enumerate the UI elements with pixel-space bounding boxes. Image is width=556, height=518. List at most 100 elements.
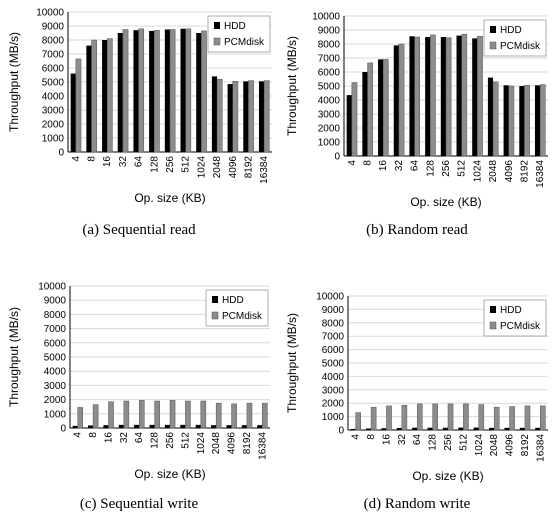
y-tick-label: 10000	[312, 12, 340, 23]
legend-label-hdd: HDD	[222, 295, 244, 306]
y-tick-label: 4000	[44, 367, 67, 378]
x-tick-label: 32	[394, 160, 405, 172]
y-tick-label: 5000	[318, 82, 341, 93]
x-tick-label: 32	[118, 156, 129, 168]
y-tick-label: 9000	[42, 22, 65, 33]
bar-hdd	[102, 40, 108, 152]
bar-pcmdisk	[154, 400, 160, 429]
chart-panel-sequential-write: 0 1000 2000 3000 4000 5000 6000 7000 8000 9000 100…	[0, 272, 278, 481]
legend-swatch-hdd	[212, 296, 218, 303]
bar-hdd	[226, 425, 232, 428]
x-tick-label: 128	[150, 432, 161, 449]
y-tick-label: 9000	[318, 26, 341, 37]
bar-hdd	[257, 425, 263, 428]
bar-hdd	[425, 37, 431, 156]
legend-label-hdd: HDD	[500, 305, 522, 316]
y-tick-label: 3000	[322, 385, 345, 396]
bar-hdd	[258, 81, 265, 152]
y-tick-label: 4000	[322, 372, 345, 383]
bar-hdd	[88, 425, 94, 428]
bar-hdd	[134, 424, 140, 428]
bar-hdd	[227, 84, 233, 152]
bar-hdd	[487, 77, 494, 156]
bar-pcmdisk	[201, 30, 207, 153]
y-tick-label: 8000	[42, 36, 65, 47]
y-tick-label: 2000	[44, 395, 67, 406]
x-tick-label: 256	[441, 160, 452, 177]
bar-hdd	[180, 424, 186, 428]
bar-hdd	[241, 425, 247, 428]
x-tick-label: 512	[181, 156, 192, 173]
bar-hdd	[442, 427, 448, 430]
bar-pcmdisk	[398, 43, 405, 157]
y-tick-label: 7000	[318, 54, 341, 65]
chart-panel-sequential-read: 0 1000 2000 3000 4000 5000 6000 7000 8000 9000 100…	[0, 0, 278, 205]
x-tick-label: 16384	[535, 434, 546, 462]
bar-hdd	[362, 72, 368, 156]
y-tick-label: 10000	[38, 282, 66, 293]
bar-hdd	[503, 85, 509, 156]
legend-swatch-pcmdisk	[211, 311, 219, 320]
bar-hdd	[350, 428, 356, 430]
bar-hdd	[535, 427, 541, 430]
x-tick-label: 64	[134, 432, 145, 444]
chart-panel-random-write: 0 1000 2000 3000 4000 5000 6000 7000 8000 9000 100…	[278, 280, 556, 483]
y-tick-label: 1000	[44, 409, 67, 420]
x-tick-label: 64	[410, 160, 421, 172]
bar-pcmdisk	[246, 402, 253, 429]
x-tick-label: 512	[180, 432, 191, 449]
bar-hdd	[366, 428, 372, 430]
bar-pcmdisk	[509, 406, 515, 431]
bar-hdd	[427, 427, 433, 430]
bar-hdd	[149, 424, 155, 428]
x-tick-label: 4	[71, 156, 82, 162]
y-tick-label: 9000	[44, 296, 67, 307]
x-tick-label: 4096	[505, 434, 516, 457]
x-tick-label: 256	[443, 434, 454, 451]
y-tick-label: 10000	[316, 292, 344, 303]
legend-label-hdd: HDD	[224, 21, 246, 32]
x-tick-label: 4	[347, 160, 358, 166]
bar-hdd	[519, 86, 525, 156]
bar-pcmdisk	[524, 405, 531, 431]
y-tick-label: 7000	[42, 50, 65, 61]
legend-label-pcmdisk: PCMdisk	[500, 321, 541, 332]
x-tick-label: 16	[103, 432, 114, 444]
y-tick-label: 8000	[318, 40, 341, 51]
y-tick-label: 0	[338, 426, 344, 437]
x-tick-label: 128	[428, 434, 439, 451]
x-axis-label: Op. size (KB)	[134, 191, 205, 205]
bar-pcmdisk	[169, 400, 176, 429]
x-tick-label: 8192	[519, 160, 530, 183]
bar-pcmdisk	[185, 400, 191, 429]
bar-pcmdisk	[463, 403, 469, 431]
x-tick-label: 2048	[211, 432, 222, 455]
x-tick-label: 64	[134, 156, 145, 168]
y-axis-label: Throughput (MB/s)	[7, 307, 21, 407]
bar-hdd	[504, 427, 510, 430]
y-tick-label: 3000	[318, 110, 341, 121]
x-tick-label: 8	[87, 156, 98, 162]
bar-hdd	[164, 424, 170, 428]
x-tick-label: 16	[378, 160, 389, 172]
x-tick-label: 8192	[243, 156, 254, 179]
bar-pcmdisk	[108, 401, 114, 429]
y-tick-label: 10000	[36, 8, 64, 19]
x-tick-label: 8	[88, 432, 99, 438]
legend-swatch-pcmdisk	[213, 37, 221, 46]
x-tick-label: 4096	[504, 160, 515, 183]
bar-pcmdisk	[232, 81, 239, 153]
chart-caption: (b) Random read	[366, 222, 468, 238]
legend-label-pcmdisk: PCMdisk	[224, 37, 265, 48]
bar-hdd	[103, 425, 109, 428]
bar-hdd	[117, 33, 123, 152]
y-tick-label: 0	[334, 152, 340, 163]
legend-label-pcmdisk: PCMdisk	[222, 311, 263, 322]
bar-pcmdisk	[539, 84, 546, 157]
chart-svg: 0 1000 2000 3000 4000 5000 6000 7000 8000 9000 100…	[285, 12, 548, 209]
y-tick-label: 7000	[44, 324, 67, 335]
x-tick-label: 8	[366, 434, 377, 440]
bar-pcmdisk	[414, 36, 421, 157]
bar-pcmdisk	[138, 400, 145, 429]
